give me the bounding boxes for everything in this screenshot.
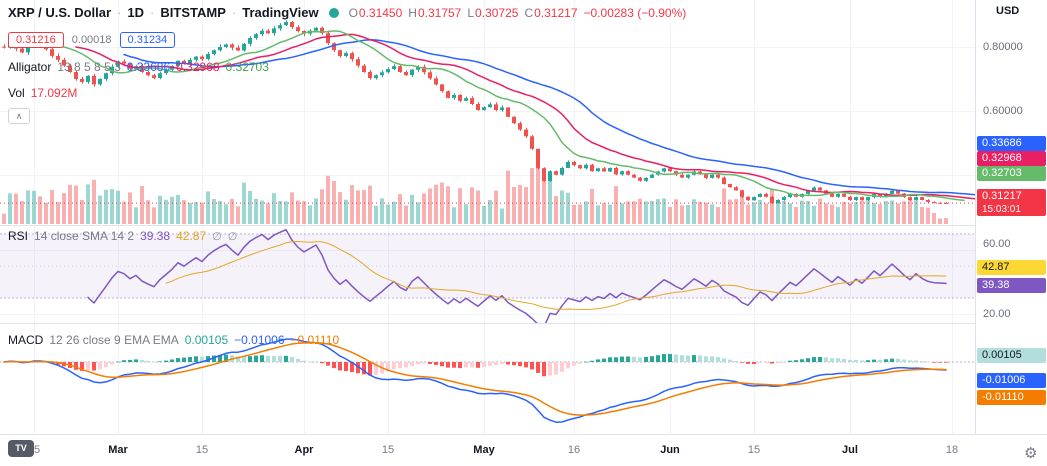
ohlc-high: H 0.31757 bbox=[408, 6, 461, 20]
macd-params: 12 26 close 9 EMA EMA bbox=[49, 333, 179, 347]
close-value: 0.31217 bbox=[534, 5, 578, 20]
volume-legend: Vol 17.092M bbox=[8, 86, 77, 100]
time-scale[interactable]: 15 Mar 15 Apr 15 May 16 Jun 15 Jul 18 bbox=[0, 434, 1047, 466]
alligator-name[interactable]: Alligator bbox=[8, 60, 52, 74]
rsi-scale-label-60: 60.00 bbox=[983, 238, 1011, 250]
chevron-up-icon: ∧ bbox=[15, 111, 23, 121]
price-pane bbox=[0, 20, 975, 224]
alligator-jaw-badge: 0.33686 bbox=[977, 136, 1046, 151]
bar-countdown: 15:03:01 bbox=[982, 204, 1021, 215]
macd-line-badge: -0.01006 bbox=[977, 373, 1046, 388]
pane-separator-rsi[interactable] bbox=[0, 225, 975, 226]
rsi-params: 14 close SMA 14 2 bbox=[34, 229, 135, 243]
ohlc-low: L 0.30725 bbox=[467, 6, 518, 20]
ohlc-open: O 0.31450 bbox=[349, 6, 403, 20]
spread-value: 0.00018 bbox=[71, 34, 112, 46]
separator-dot: · bbox=[150, 5, 155, 20]
time-tick-15: 15 bbox=[747, 444, 761, 456]
ohlc-close: C 0.31217 bbox=[524, 6, 577, 20]
macd-hist-badge: 0.00105 bbox=[977, 348, 1046, 363]
macd-pane bbox=[0, 338, 975, 423]
tradingview-logo-text: TV bbox=[15, 443, 27, 453]
alligator-lips-value: 0.32703 bbox=[225, 60, 269, 74]
rsi-badge: 39.38 bbox=[977, 278, 1046, 293]
volume-value: 17.092M bbox=[30, 86, 78, 100]
settings-gear-icon[interactable]: ⚙ bbox=[1024, 445, 1038, 462]
macd-signal-badge: -0.01110 bbox=[977, 390, 1046, 405]
bid-price-button[interactable]: 0.31216 bbox=[8, 32, 64, 48]
pane-separator-macd[interactable] bbox=[0, 323, 975, 324]
currency-toggle[interactable]: USD bbox=[996, 5, 1020, 17]
tradingview-logo[interactable]: TV bbox=[8, 440, 34, 457]
macd-legend: MACD 12 26 close 9 EMA EMA 0.00105 −0.01… bbox=[8, 333, 339, 347]
rsi-ma-value: 42.87 bbox=[176, 229, 207, 243]
ask-price-button[interactable]: 0.31234 bbox=[119, 32, 176, 48]
separator-dot: · bbox=[117, 5, 122, 20]
symbol-title[interactable]: XRP / U.S. Dollar bbox=[8, 5, 112, 20]
last-price-badge: 0.31217 15:03:01 bbox=[977, 189, 1046, 216]
time-tick-mar: Mar bbox=[108, 444, 128, 456]
time-tick-15: 15 bbox=[195, 444, 209, 456]
macd-signal-value: −0.01110 bbox=[290, 333, 340, 347]
volume-name[interactable]: Vol bbox=[8, 86, 25, 100]
separator-dot: · bbox=[231, 5, 237, 20]
chart-canvas[interactable] bbox=[0, 0, 975, 434]
time-tick-15: 15 bbox=[381, 444, 395, 456]
alligator-jaw-value: 0.33686 bbox=[126, 60, 171, 74]
market-status-icon[interactable] bbox=[328, 7, 339, 18]
rsi-pane bbox=[0, 228, 975, 323]
alligator-legend: Alligator 13 8 5 8 5 3 0.33686 0.32968 0… bbox=[8, 60, 269, 74]
close-key: C bbox=[524, 5, 534, 20]
rsi-legend: RSI 14 close SMA 14 2 39.38 42.87 ∅ ∅ bbox=[8, 229, 237, 243]
time-tick-jul: Jul bbox=[842, 444, 858, 456]
last-price-value: 0.31217 bbox=[982, 190, 1022, 202]
price-scale-border bbox=[975, 0, 976, 466]
macd-line-value: −0.01006 bbox=[234, 333, 285, 347]
brand-label[interactable]: TradingView bbox=[242, 5, 319, 20]
main-legend: XRP / U.S. Dollar · 1D · BITSTAMP · Trad… bbox=[8, 5, 686, 20]
macd-name[interactable]: MACD bbox=[8, 333, 44, 347]
rsi-name[interactable]: RSI bbox=[8, 229, 29, 243]
alligator-teeth-badge: 0.32968 bbox=[977, 151, 1046, 166]
change-value: −0.00283 (−0.90%) bbox=[583, 5, 687, 20]
time-tick-jun: Jun bbox=[660, 444, 680, 456]
rsi-value: 39.38 bbox=[140, 229, 171, 243]
alligator-lips-badge: 0.32703 bbox=[977, 166, 1046, 181]
price-grid-label-060: 0.60000 bbox=[983, 105, 1023, 117]
open-key: O bbox=[348, 5, 358, 20]
hidden-band-icon[interactable]: ∅ bbox=[227, 230, 238, 243]
collapse-legend-button[interactable]: ∧ bbox=[8, 108, 30, 124]
low-value: 0.30725 bbox=[475, 5, 519, 20]
rsi-ma-badge: 42.87 bbox=[977, 260, 1046, 275]
interval-label[interactable]: 1D bbox=[127, 5, 145, 20]
hidden-band-icon[interactable]: ∅ bbox=[212, 230, 222, 243]
time-tick-may: May bbox=[473, 444, 495, 456]
time-tick-16: 16 bbox=[567, 444, 581, 456]
open-value: 0.31450 bbox=[358, 5, 403, 20]
quote-row: 0.31216 0.00018 0.31234 bbox=[8, 32, 176, 48]
time-tick-18: 18 bbox=[945, 444, 959, 456]
alligator-teeth-value: 0.32968 bbox=[176, 60, 220, 74]
macd-hist-value: 0.00105 bbox=[184, 333, 229, 347]
price-grid-label-080: 0.80000 bbox=[983, 41, 1023, 53]
exchange-label[interactable]: BITSTAMP bbox=[160, 5, 226, 20]
alligator-params: 13 8 5 8 5 3 bbox=[57, 60, 121, 74]
rsi-scale-label-20: 20.00 bbox=[983, 308, 1011, 320]
price-scale[interactable]: USD 0.80000 0.60000 0.33686 0.32968 0.32… bbox=[976, 0, 1047, 434]
high-value: 0.31757 bbox=[417, 5, 462, 20]
time-tick-apr: Apr bbox=[294, 444, 314, 456]
high-key: H bbox=[408, 5, 417, 20]
low-key: L bbox=[467, 5, 475, 20]
